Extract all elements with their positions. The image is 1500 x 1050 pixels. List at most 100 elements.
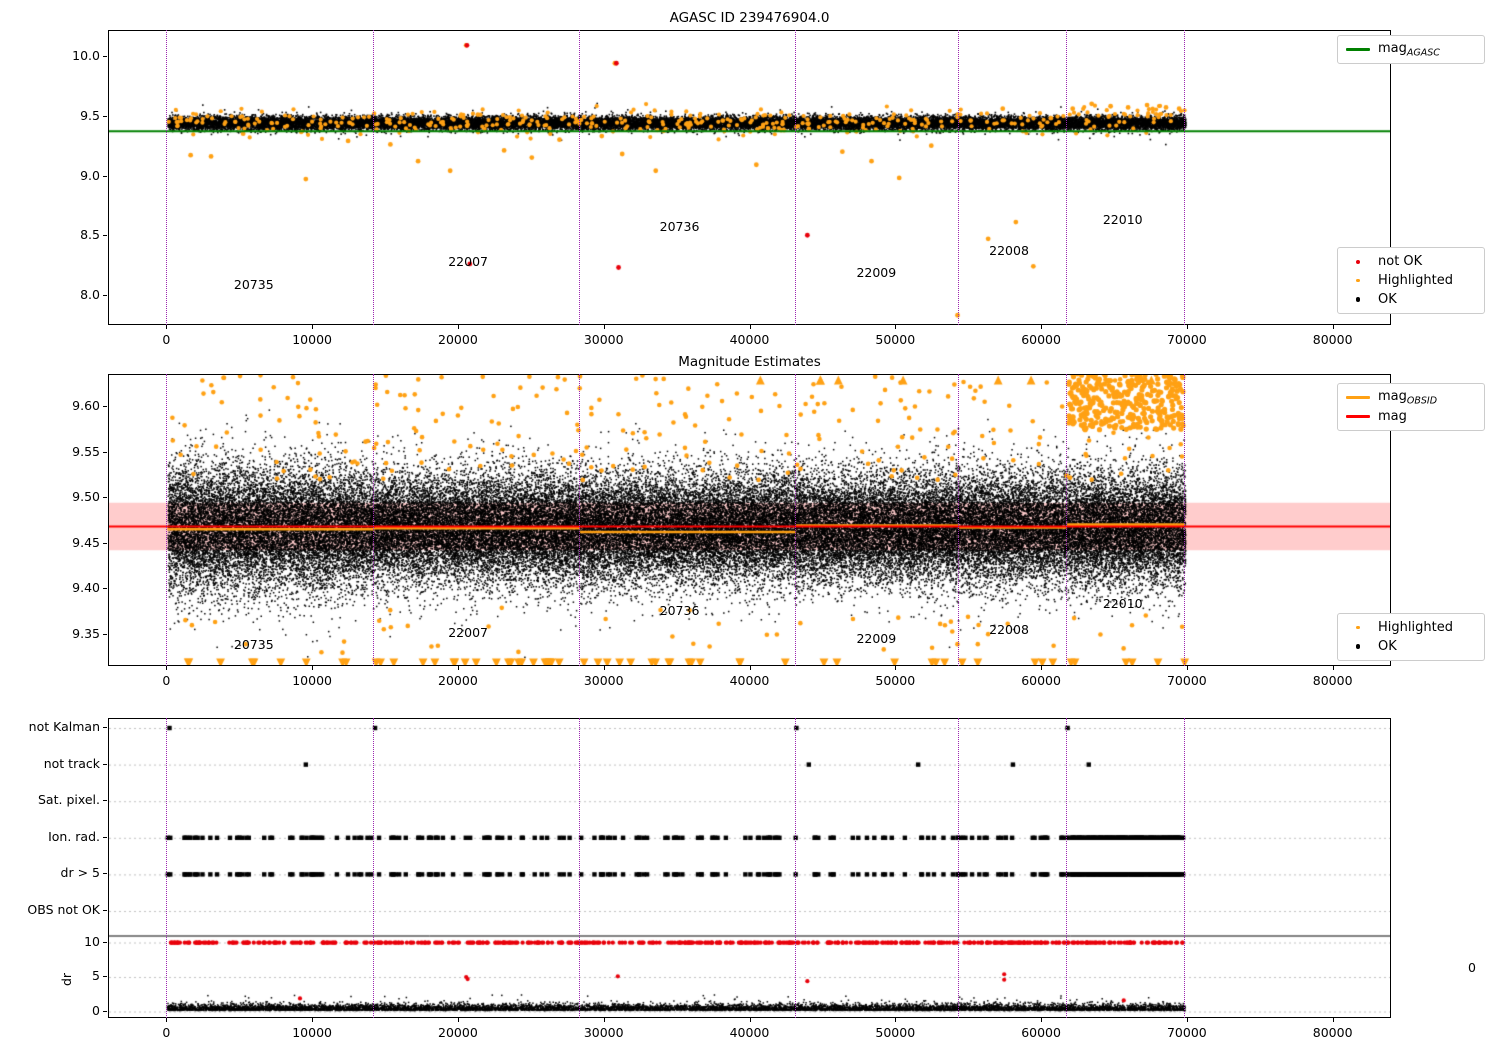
panel2-y-tick-label: 9.35: [72, 626, 100, 642]
panel3-flag-label: not Kalman: [28, 719, 100, 734]
obsid-separator: [166, 374, 168, 666]
x-tick-mark: [166, 666, 168, 670]
panel3-flag-label: OBS not OK: [27, 902, 100, 917]
panel1-title: AGASC ID 239476904.0: [669, 10, 830, 26]
obsid-label-20736: 20736: [659, 603, 700, 619]
panel2-x-tick-label: 60000: [1021, 673, 1061, 688]
obsid-separator: [578, 374, 580, 666]
x-tick-mark: [457, 325, 459, 329]
panel3-x-tick-label: 80000: [1312, 1025, 1353, 1040]
obsid-separator: [957, 718, 959, 1018]
dot-swatch-icon: [1345, 297, 1371, 302]
panel1-x-tick-label: 60000: [1021, 332, 1061, 347]
panel3-dr-tick-label: 5: [92, 968, 100, 983]
x-tick-mark: [749, 325, 751, 329]
panel2-title: Magnitude Estimates: [678, 354, 821, 370]
panel2-y-tick-label: 9.60: [72, 397, 100, 413]
x-tick-mark: [457, 666, 459, 670]
x-tick-mark: [749, 1018, 751, 1022]
obsid-label-20736: 20736: [659, 219, 700, 235]
x-tick-mark: [603, 325, 605, 329]
obsid-label-22007: 22007: [448, 625, 488, 641]
y-tick-mark: [103, 451, 107, 453]
panel2-x-tick-label: 40000: [729, 673, 770, 688]
panel2-y-tick-label: 9.55: [72, 443, 100, 459]
obsid-separator: [373, 30, 375, 325]
panel2-x-tick-label: 70000: [1166, 673, 1207, 688]
x-tick-mark: [312, 1018, 314, 1022]
panel2-y-tick-label: 9.50: [72, 489, 100, 505]
panel2-axes: [108, 374, 1391, 666]
x-tick-mark: [166, 1018, 168, 1022]
panel3-flag-label: not track: [43, 755, 100, 771]
panel1-y-tick-label: 10.0: [72, 48, 100, 64]
obsid-separator: [578, 30, 580, 325]
x-tick-mark: [1041, 325, 1043, 329]
y-tick-mark: [103, 542, 107, 544]
legend-item-ok: OK: [1345, 637, 1477, 656]
panel2-x-tick-label: 10000: [292, 673, 332, 688]
panel1-y-tick-label: 9.5: [80, 107, 100, 123]
line-swatch-icon: [1345, 48, 1371, 51]
x-tick-mark: [312, 666, 314, 670]
y-tick-mark: [103, 873, 107, 875]
x-tick-mark: [749, 666, 751, 670]
x-tick-mark: [457, 1018, 459, 1022]
dot-swatch-icon: [1345, 644, 1371, 649]
y-tick-mark: [103, 497, 107, 499]
legend-label: Highlighted: [1378, 273, 1453, 288]
y-tick-mark: [103, 115, 107, 117]
x-tick-mark: [1332, 666, 1334, 670]
panel1-x-tick-label: 0: [162, 332, 171, 347]
x-tick-mark: [1186, 1018, 1188, 1022]
obsid-label-20735: 20735: [233, 636, 274, 652]
x-tick-mark: [603, 1018, 605, 1022]
panel3-flag-label: Ion. rad.: [48, 828, 100, 844]
obsid-label-22007: 22007: [448, 253, 488, 269]
obsid-separator: [1183, 718, 1185, 1018]
x-tick-mark: [1186, 325, 1188, 329]
panel1-x-tick-label: 50000: [875, 332, 916, 347]
obsid-label-22010: 22010: [1102, 212, 1143, 228]
obsid-separator: [166, 718, 168, 1018]
x-tick-mark: [1041, 666, 1043, 670]
y-tick-mark: [103, 836, 107, 838]
panel1-legend-magagasc: magAGASC: [1337, 35, 1485, 64]
obsid-separator: [794, 718, 796, 1018]
dot-swatch-icon: [1345, 625, 1371, 630]
legend-item-ok: OK: [1345, 290, 1477, 309]
obsid-separator: [578, 718, 580, 1018]
legend-item-not-ok: not OK: [1345, 252, 1477, 271]
panel3-x-tick-label: 0: [162, 1025, 171, 1040]
panel1-x-tick-label: 40000: [729, 332, 770, 347]
panel2-y-tick-label: 9.40: [72, 580, 100, 596]
obsid-separator: [794, 30, 796, 325]
panel2-x-tick-label: 0: [162, 673, 171, 688]
panel1-x-tick-label: 30000: [583, 332, 624, 347]
y-tick-mark: [103, 405, 107, 407]
x-tick-mark: [312, 325, 314, 329]
obsid-separator: [1183, 30, 1185, 325]
legend-item-mag-obsid: magOBSID: [1345, 388, 1477, 407]
x-tick-mark: [895, 1018, 897, 1022]
x-tick-mark: [895, 666, 897, 670]
y-tick-mark: [103, 976, 107, 977]
obsid-label-22008: 22008: [989, 622, 1029, 638]
obsid-separator: [373, 374, 375, 666]
x-tick-mark: [1186, 666, 1188, 670]
panel2-x-tick-label: 80000: [1312, 673, 1353, 688]
obsid-label-22010: 22010: [1102, 595, 1143, 611]
panel1-legend-status: not OK Highlighted OK: [1337, 247, 1485, 314]
obsid-label-20735: 20735: [233, 276, 274, 292]
panel2-legend-mag: magOBSID mag: [1337, 383, 1485, 431]
legend-label: magOBSID: [1378, 388, 1438, 407]
y-tick-mark: [103, 727, 107, 728]
panel3-dr-tick-label: 0: [92, 1002, 100, 1018]
legend-label: OK: [1378, 639, 1397, 654]
x-tick-mark: [603, 666, 605, 670]
legend-item-mag: mag: [1345, 407, 1477, 426]
x-tick-mark: [1332, 1018, 1334, 1022]
panel3-x-tick-label: 40000: [729, 1025, 770, 1040]
panel3-x-tick-label: 60000: [1021, 1025, 1061, 1040]
legend-item: magAGASC: [1345, 40, 1477, 59]
